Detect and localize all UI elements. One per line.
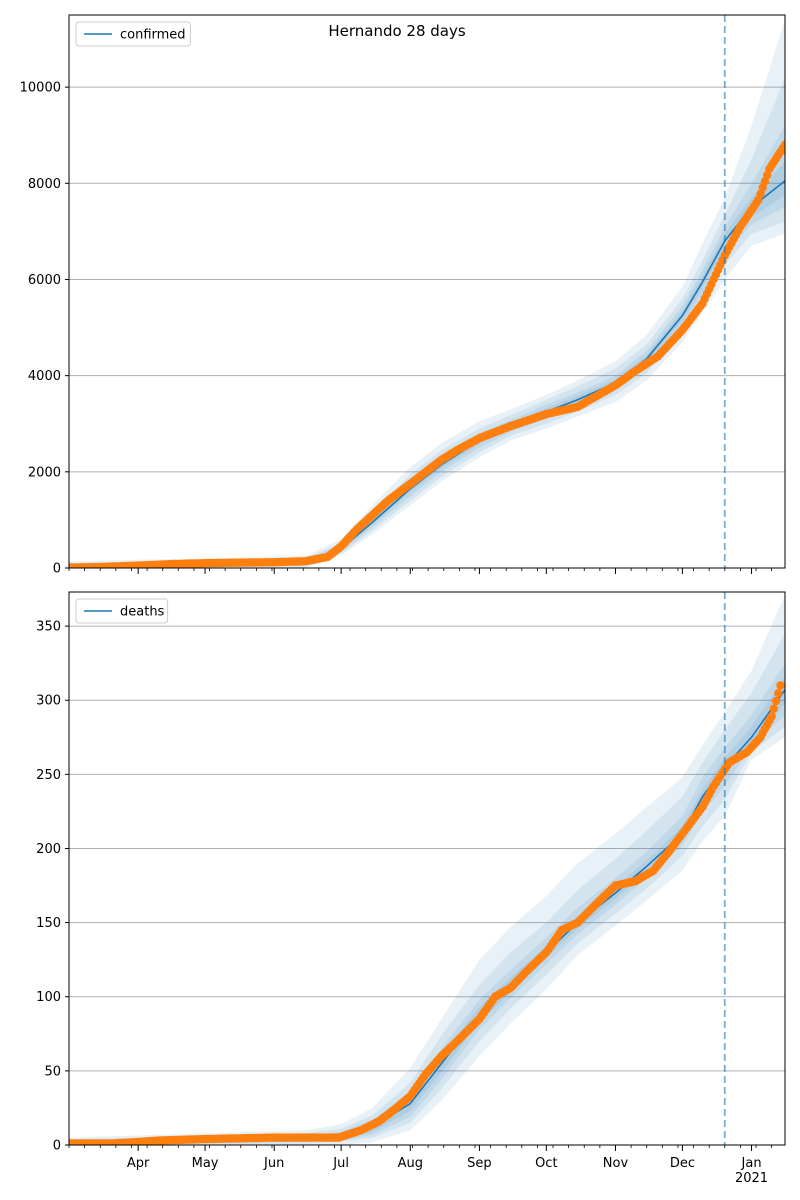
legend-label: confirmed [120, 28, 186, 43]
y-tick-label: 100 [36, 990, 61, 1005]
y-tick-label: 0 [53, 562, 61, 577]
x-tick-label: May [192, 1156, 219, 1171]
axes-frame [68, 591, 786, 1146]
y-tick-label: 200 [36, 842, 61, 857]
y-tick-label: 50 [44, 1064, 61, 1079]
observed-point [767, 712, 776, 721]
uncertainty-band [69, 125, 785, 568]
x-tick-label: Jun [263, 1156, 284, 1171]
x-tick-label: Dec [670, 1156, 695, 1171]
uncertainty-band [69, 19, 785, 568]
figure-title: Hernando 28 days [328, 22, 466, 40]
y-tick-label: 300 [36, 694, 61, 709]
x-tick-label: Sep [467, 1156, 492, 1171]
y-tick-label: 350 [36, 620, 61, 635]
y-tick-label: 0 [53, 1139, 61, 1154]
y-tick-label: 10000 [20, 81, 61, 96]
legend-label: deaths [120, 605, 165, 620]
x-tick-label: Jul [332, 1156, 349, 1171]
y-tick-label: 150 [36, 916, 61, 931]
x-year-label: 2021 [735, 1171, 768, 1186]
x-tick-label: Jan [741, 1156, 762, 1171]
y-tick-label: 6000 [28, 273, 61, 288]
x-tick-label: Aug [398, 1156, 423, 1171]
legend-box [75, 598, 169, 624]
y-tick-label: 8000 [28, 177, 61, 192]
axes-frame [68, 14, 786, 569]
x-tick-label: Nov [603, 1156, 629, 1171]
observed-point [769, 704, 778, 713]
deaths-panel: 0 50 100 150 200 250 300 350 Apr May Jun Jul Aug Sep O… [36, 591, 786, 1186]
uncertainty-band [69, 633, 785, 1145]
plot-area [69, 595, 785, 1145]
observed-point [756, 189, 765, 199]
observed-point [771, 696, 781, 706]
y-tick-label: 2000 [28, 465, 61, 480]
observed-point [760, 177, 770, 186]
x-tick-label: Apr [127, 1156, 150, 1171]
legend-box [75, 21, 191, 47]
confirmed-panel: 0 2000 4000 6000 8000 10000 confirmed [20, 14, 786, 577]
uncertainty-band [69, 161, 785, 568]
y-tick-label: 250 [36, 768, 61, 783]
model-fit-line [69, 180, 785, 568]
plot-area [69, 19, 785, 568]
observed-point [776, 681, 785, 690]
observed-point [774, 689, 783, 698]
observed-point [780, 140, 785, 149]
y-tick-label: 4000 [28, 369, 61, 384]
x-tick-label: Oct [535, 1156, 557, 1171]
